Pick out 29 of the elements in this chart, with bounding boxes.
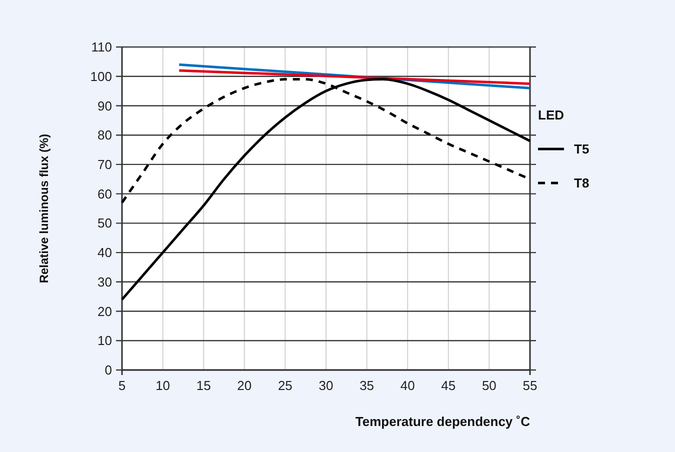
- x-tick-label: 20: [237, 378, 252, 393]
- line-series: [120, 78, 532, 301]
- y-tick-label: 0: [104, 362, 112, 378]
- y-tick-label: 30: [98, 274, 112, 290]
- y-tick-label: 50: [98, 216, 112, 231]
- x-tick-label: 35: [360, 378, 374, 393]
- y-tick-label: 20: [98, 304, 112, 319]
- legend-label: T8: [574, 176, 590, 191]
- x-axis-title: Temperature dependency ˚C: [355, 414, 531, 429]
- x-tick-label: 5: [118, 378, 126, 393]
- x-tick-label: 30: [318, 378, 334, 393]
- y-tick-label: 60: [98, 186, 112, 202]
- x-tick-label: 10: [156, 378, 170, 393]
- y-axis-title: Relative luminous flux (%): [37, 134, 51, 284]
- y-tick-label: 80: [98, 128, 112, 143]
- y-tick-label: 70: [98, 157, 112, 172]
- y-tick-label: 110: [91, 40, 112, 55]
- x-tick-label: 45: [441, 378, 456, 393]
- x-tick-label: 15: [196, 378, 211, 393]
- y-tick-label: 10: [98, 333, 112, 348]
- x-tick-label: 55: [522, 378, 538, 393]
- legend-label: T5: [574, 142, 590, 157]
- series-label: LED: [538, 108, 564, 123]
- x-tick-label: 40: [400, 378, 415, 393]
- y-tick-label: 90: [98, 98, 112, 114]
- y-tick-label: 100: [90, 68, 112, 84]
- x-tick-label: 50: [482, 378, 496, 393]
- x-tick-label: 25: [278, 378, 292, 393]
- y-tick-label: 40: [98, 245, 112, 260]
